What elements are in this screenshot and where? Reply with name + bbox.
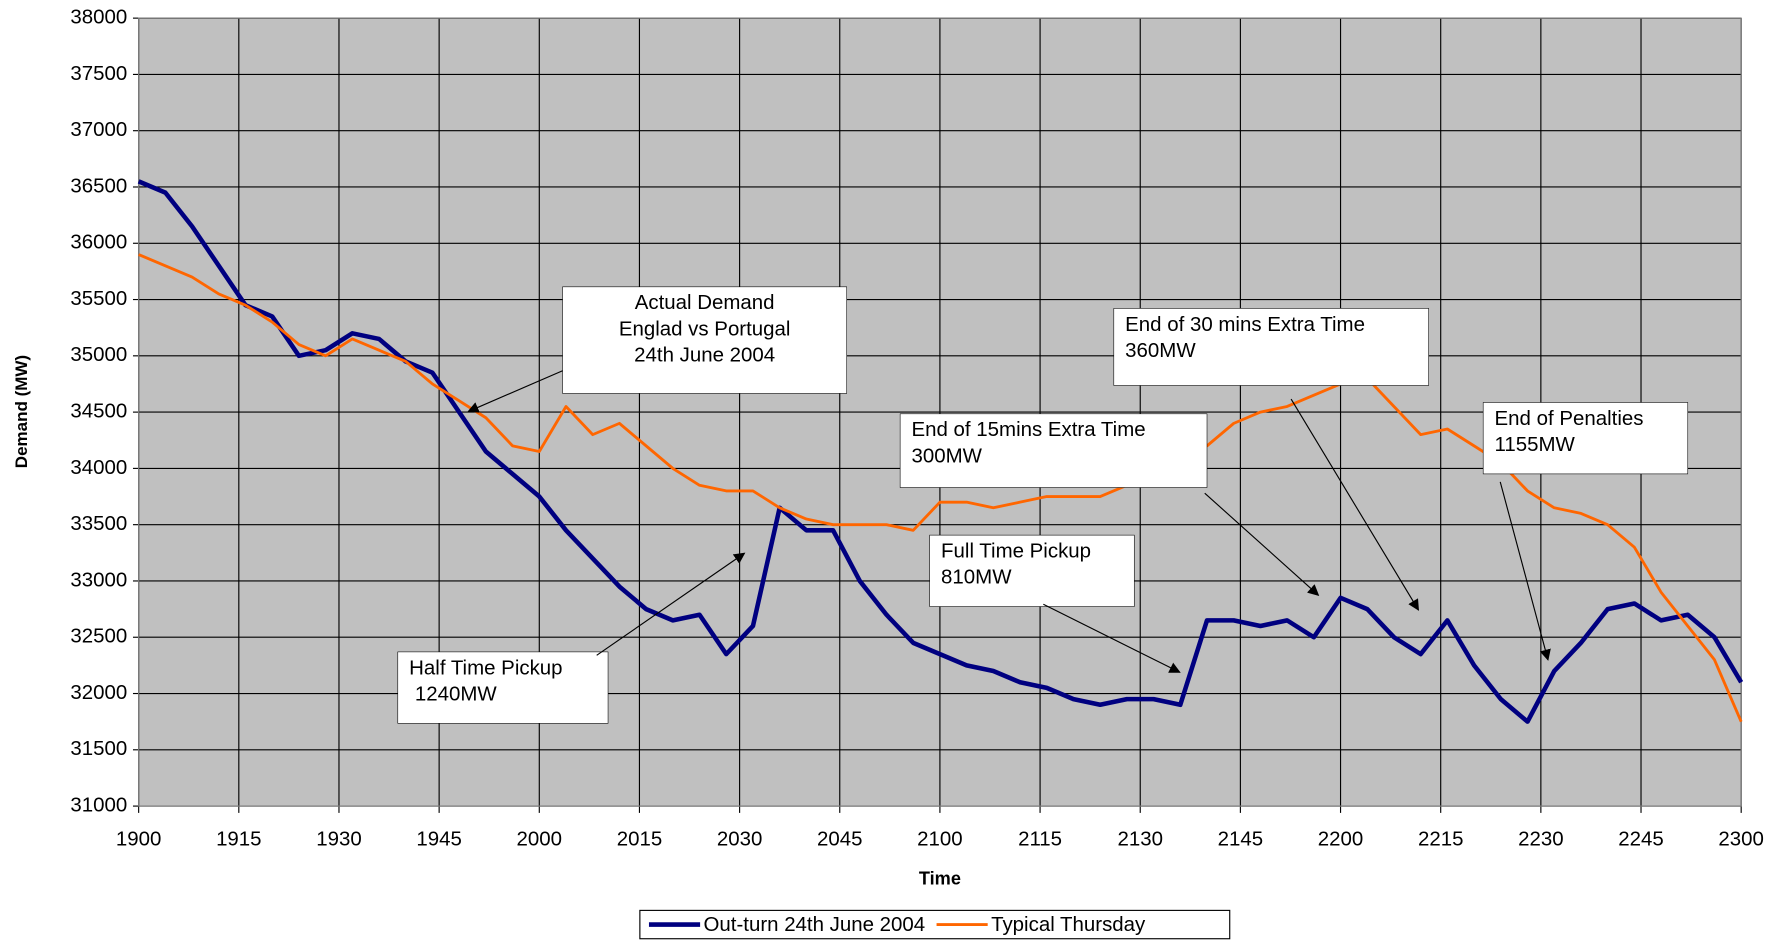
- x-tick-label: 1945: [416, 829, 461, 851]
- y-tick-label: 32000: [70, 682, 127, 704]
- annotation-arrow: [1043, 603, 1181, 673]
- y-tick-label: 33000: [70, 569, 127, 591]
- x-tick-label: 2215: [1418, 829, 1463, 851]
- y-tick-label: 36500: [70, 175, 127, 197]
- y-tick-label: 35500: [70, 288, 127, 310]
- x-axis-label: Time: [919, 869, 961, 889]
- x-tick-label: 2230: [1518, 829, 1563, 851]
- annotation-text: 360MW: [1125, 340, 1196, 362]
- x-tick-label: 2045: [817, 829, 862, 851]
- annotation-text: 24th June 2004: [634, 344, 775, 366]
- x-tick-label: 2245: [1618, 829, 1663, 851]
- x-tick-label: 1915: [216, 829, 261, 851]
- annotation-text: 300MW: [912, 445, 983, 467]
- y-axis-label: Demand (MW): [12, 355, 31, 468]
- annotation-box: [1482, 402, 1689, 475]
- y-tick-label: 34000: [70, 457, 127, 479]
- annotation-text: Actual Demand: [635, 292, 775, 314]
- annotation-arrow: [596, 552, 746, 656]
- annotation-text: Half Time Pickup: [409, 657, 562, 679]
- y-tick-label: 36000: [70, 232, 127, 254]
- x-tick-label: 2300: [1718, 829, 1763, 851]
- y-tick-label: 37000: [70, 119, 127, 141]
- annotation-text: 1240MW: [409, 683, 497, 705]
- annotation-text: Englad vs Portugal: [619, 318, 791, 340]
- x-tick-label: 2200: [1318, 829, 1363, 851]
- annotation-box: [397, 651, 609, 724]
- y-tick-label: 31500: [70, 738, 127, 760]
- annotation-arrow: [1290, 398, 1419, 611]
- y-tick-label: 38000: [70, 7, 127, 29]
- annotation-text: Full Time Pickup: [941, 541, 1091, 563]
- x-tick-label: 2000: [517, 829, 562, 851]
- x-tick-label: 2100: [917, 829, 962, 851]
- y-tick-label: 31000: [70, 794, 127, 816]
- annotation-text: 810MW: [941, 567, 1012, 589]
- annotation-text: End of Penalties: [1495, 408, 1644, 430]
- legend-label: Typical Thursday: [991, 914, 1146, 936]
- annotation-arrow: [1499, 481, 1551, 661]
- y-tick-label: 32500: [70, 626, 127, 648]
- annotation-text: End of 15mins Extra Time: [912, 419, 1146, 441]
- x-tick-label: 1900: [116, 829, 161, 851]
- y-tick-label: 34500: [70, 401, 127, 423]
- annotation-box: [929, 534, 1135, 607]
- annotation-box: [899, 413, 1208, 488]
- annotation-box: [562, 286, 848, 394]
- annotation-text: End of 30 mins Extra Time: [1125, 314, 1365, 336]
- x-tick-label: 1930: [316, 829, 361, 851]
- y-tick-label: 35000: [70, 344, 127, 366]
- x-tick-label: 2145: [1218, 829, 1263, 851]
- x-tick-label: 2015: [617, 829, 662, 851]
- annotation-text: 1155MW: [1495, 434, 1576, 456]
- y-tick-label: 37500: [70, 63, 127, 85]
- series-line: [138, 253, 1743, 723]
- x-tick-label: 2115: [1018, 829, 1062, 851]
- x-tick-label: 2030: [717, 829, 762, 851]
- annotation-arrow: [1204, 492, 1320, 596]
- legend-box: [639, 909, 1231, 940]
- annotation-arrow: [467, 370, 563, 413]
- legend-label: Out-turn 24th June 2004: [704, 914, 926, 936]
- annotation-box: [1113, 308, 1429, 386]
- plot-border: [138, 17, 1742, 807]
- x-tick-label: 2130: [1117, 829, 1162, 851]
- y-tick-label: 33500: [70, 513, 127, 535]
